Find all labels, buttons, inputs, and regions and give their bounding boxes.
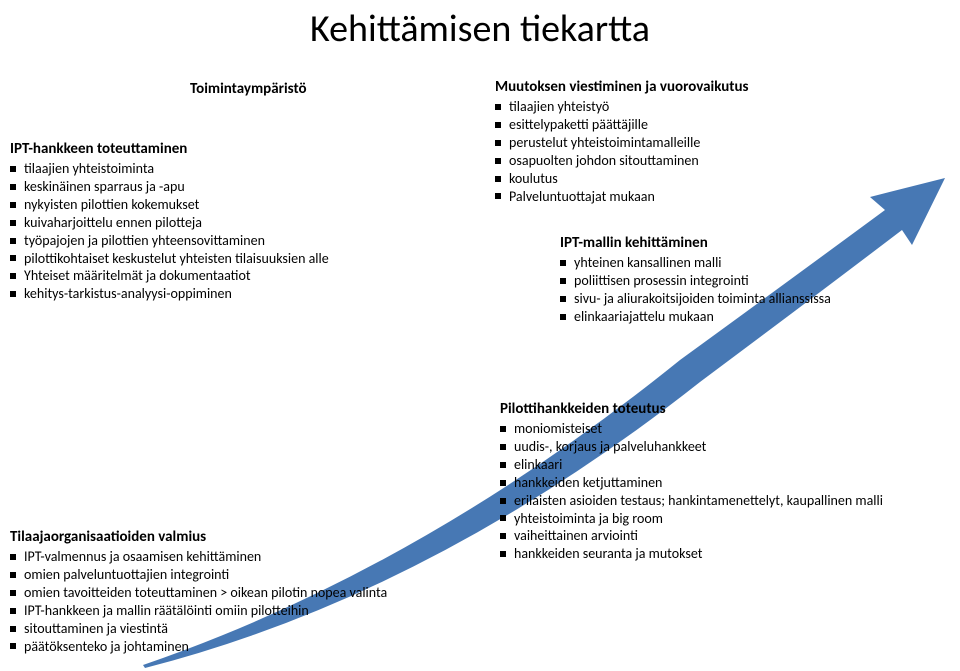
list-item: omien palveluntuottajien integrointi (10, 566, 480, 584)
list-item: poliittisen prosessin integrointi (560, 272, 920, 290)
heading-pilot-impl: Pilottihankkeiden toteutus (500, 400, 930, 418)
list-item: Palveluntuottajat mukaan (495, 188, 825, 206)
list-item: Yhteiset määritelmät ja dokumentaatiot (10, 267, 350, 285)
heading-ipt-model: IPT-mallin kehittäminen (560, 234, 920, 252)
env-label: Toimintaympäristö (190, 80, 307, 98)
list-pilot-impl: moniomisteiset uudis-, korjaus ja palvel… (500, 420, 930, 563)
list-item: päätöksenteko ja johtaminen (10, 638, 480, 656)
list-item: esittelypaketti päättäjille (495, 116, 825, 134)
list-item: tilaajien yhteistoiminta (10, 160, 350, 178)
section-ipt-model: IPT-mallin kehittäminen yhteinen kansall… (560, 234, 920, 326)
list-item: vaiheittainen arviointi (500, 527, 930, 545)
list-item: elinkaariajattelu mukaan (560, 308, 920, 326)
section-client-org: Tilaajaorganisaatioiden valmius IPT-valm… (10, 528, 480, 655)
heading-change-comm: Muutoksen viestiminen ja vuorovaikutus (495, 78, 825, 96)
list-change-comm: tilaajien yhteistyö esittelypaketti päät… (495, 98, 825, 205)
list-item: keskinäinen sparraus ja -apu (10, 178, 350, 196)
section-pilot-impl: Pilottihankkeiden toteutus moniomisteise… (500, 400, 930, 563)
diagram-canvas: Kehittämisen tiekartta Toimintaympäristö… (0, 0, 960, 671)
list-item: hankkeiden seuranta ja mutokset (500, 545, 930, 563)
list-item: pilottikohtaiset keskustelut yhteisten t… (10, 250, 350, 268)
list-item: sitouttaminen ja viestintä (10, 620, 480, 638)
section-change-comm: Muutoksen viestiminen ja vuorovaikutus t… (495, 78, 825, 205)
list-item: nykyisten pilottien kokemukset (10, 196, 350, 214)
list-item: kuivaharjoittelu ennen pilotteja (10, 214, 350, 232)
list-item: erilaisten asioiden testaus; hankintamen… (500, 492, 930, 510)
heading-ipt-impl: IPT-hankkeen toteuttaminen (10, 140, 350, 158)
list-item: tilaajien yhteistyö (495, 98, 825, 116)
list-item: IPT-valmennus ja osaamisen kehittäminen (10, 548, 480, 566)
list-item: koulutus (495, 170, 825, 188)
list-item: hankkeiden ketjuttaminen (500, 474, 930, 492)
list-item: osapuolten johdon sitouttaminen (495, 152, 825, 170)
list-item: elinkaari (500, 456, 930, 474)
list-item: omien tavoitteiden toteuttaminen > oikea… (10, 584, 480, 602)
section-ipt-impl: IPT-hankkeen toteuttaminen tilaajien yht… (10, 140, 350, 303)
list-item: sivu- ja aliurakoitsijoiden toiminta all… (560, 290, 920, 308)
list-item: yhteinen kansallinen malli (560, 254, 920, 272)
page-title: Kehittämisen tiekartta (0, 6, 960, 52)
list-item: työpajojen ja pilottien yhteensovittamin… (10, 232, 350, 250)
heading-client-org: Tilaajaorganisaatioiden valmius (10, 528, 480, 546)
list-ipt-impl: tilaajien yhteistoiminta keskinäinen spa… (10, 160, 350, 303)
list-item: uudis-, korjaus ja palveluhankkeet (500, 438, 930, 456)
list-item: yhteistoiminta ja big room (500, 510, 930, 528)
list-client-org: IPT-valmennus ja osaamisen kehittäminen … (10, 548, 480, 655)
list-item: perustelut yhteistoimintamalleille (495, 134, 825, 152)
list-ipt-model: yhteinen kansallinen malli poliittisen p… (560, 254, 920, 326)
list-item: moniomisteiset (500, 420, 930, 438)
list-item: IPT-hankkeen ja mallin räätälöinti omiin… (10, 602, 480, 620)
list-item: kehitys-tarkistus-analyysi-oppiminen (10, 285, 350, 303)
